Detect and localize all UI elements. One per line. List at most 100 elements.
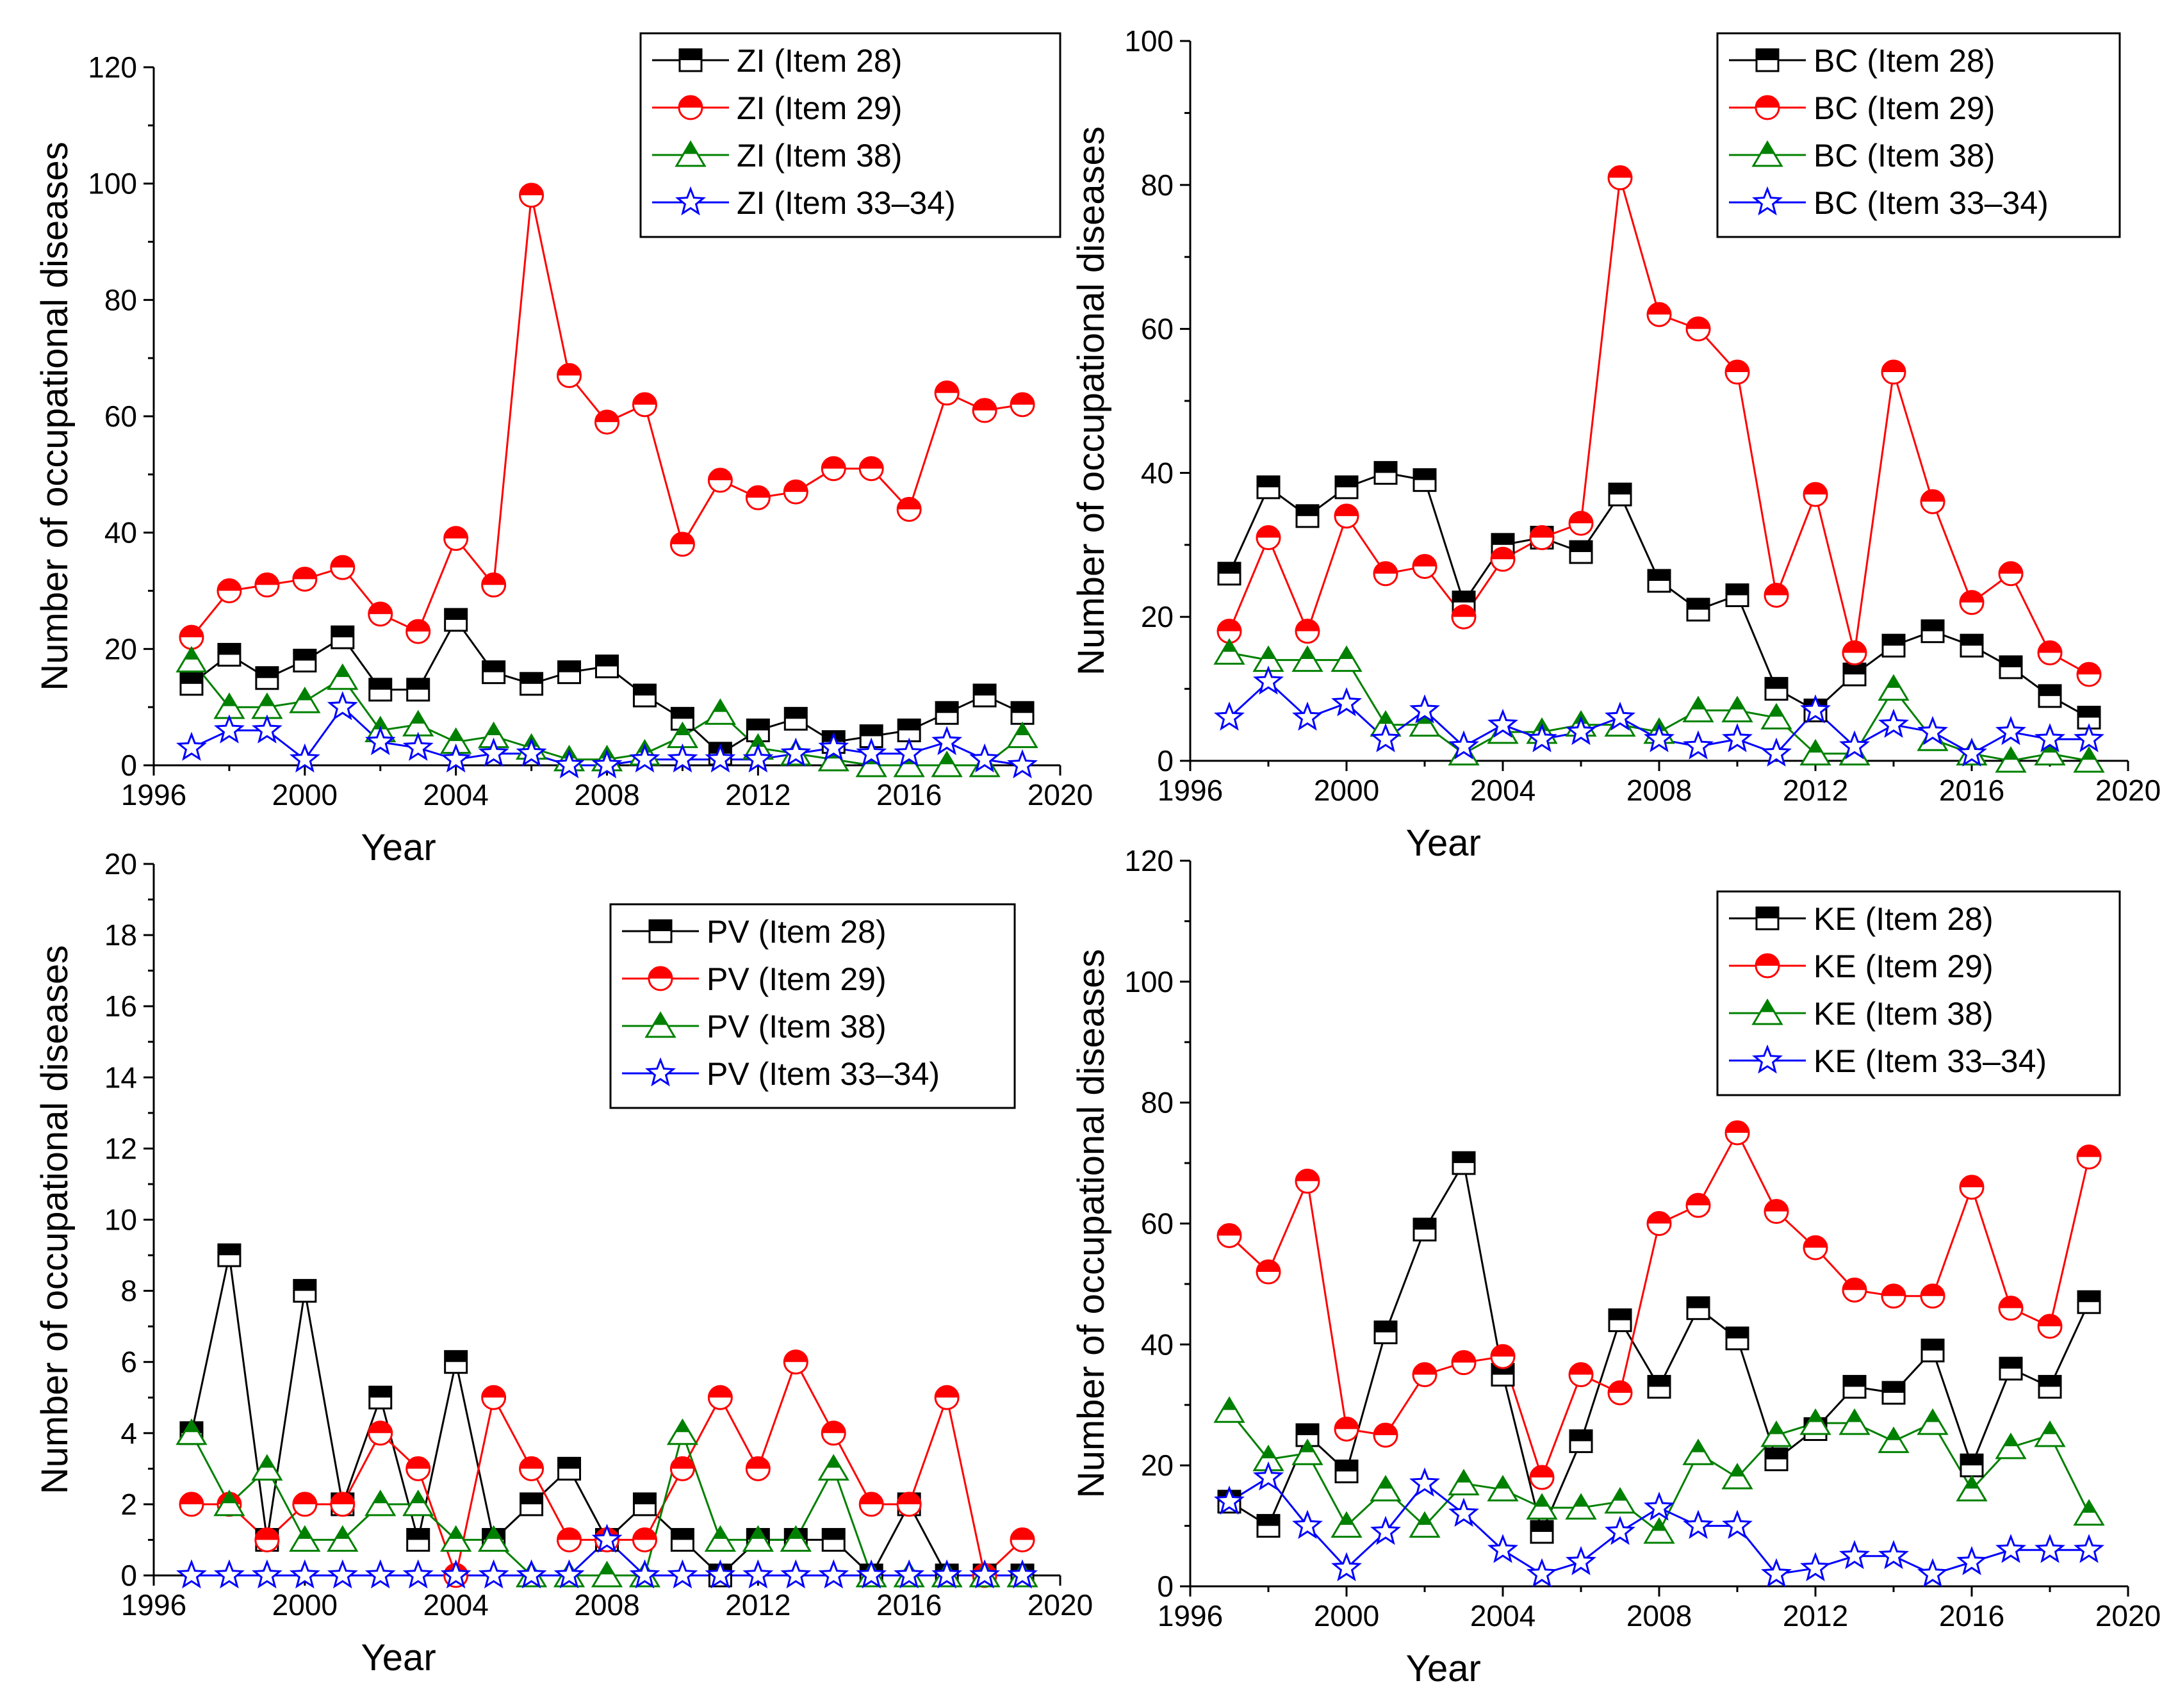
data-point-fill	[2004, 748, 2018, 760]
data-point-fill	[973, 398, 997, 411]
data-point-fill	[897, 1492, 921, 1504]
data-point	[818, 731, 849, 761]
y-tick-label: 4	[120, 1417, 137, 1450]
data-point-fill	[1297, 1424, 1318, 1435]
data-point	[251, 1559, 283, 1589]
x-tick-label: 2000	[272, 1588, 338, 1622]
x-tick-label: 2004	[1470, 774, 1536, 807]
data-point	[1605, 701, 1635, 731]
data-point-fill	[293, 1280, 316, 1291]
data-point	[1878, 708, 1909, 738]
data-point	[213, 714, 245, 744]
data-point-fill	[1648, 303, 1671, 315]
y-tick-label: 120	[1124, 844, 1174, 877]
y-tick-label: 20	[104, 632, 137, 665]
x-tick-label: 2004	[423, 1588, 488, 1622]
legend-label: PV (Item 28)	[707, 914, 887, 950]
data-point-fill	[520, 183, 543, 195]
y-tick-label: 40	[1141, 456, 1174, 489]
data-point	[894, 1559, 925, 1589]
data-point	[1292, 701, 1323, 731]
data-point-fill	[1457, 1470, 1471, 1483]
data-point	[1956, 737, 1987, 767]
data-point-fill	[595, 411, 619, 423]
legend-item: KE (Item 28)	[1729, 901, 1994, 937]
data-point-fill	[255, 1528, 279, 1540]
data-point-fill	[520, 672, 543, 684]
data-point	[327, 1525, 359, 1552]
data-point	[1331, 1552, 1362, 1582]
data-point-fill	[1569, 1363, 1593, 1375]
data-point-fill	[1335, 1417, 1358, 1429]
data-point-fill	[1804, 1236, 1827, 1248]
data-point-fill	[1257, 476, 1279, 487]
series-markers-3	[176, 1524, 1038, 1589]
data-point-fill	[1765, 678, 1787, 689]
data-point-fill	[708, 1386, 732, 1398]
legend-marker-fill	[1760, 142, 1774, 154]
data-point-fill	[1379, 712, 1393, 724]
legend: KE (Item 28) KE (Item 29) KE (Item 38) KE (…	[1716, 890, 2121, 1096]
data-point-fill	[1843, 1278, 1866, 1290]
data-point-fill	[2043, 1422, 2057, 1435]
x-tick-label: 2004	[1470, 1599, 1536, 1632]
data-point-fill	[184, 647, 199, 660]
data-point-fill	[444, 526, 468, 539]
y-tick-label: 80	[104, 283, 137, 316]
x-tick-label: 2008	[574, 778, 639, 811]
legend-marker-fill	[1757, 907, 1778, 918]
data-point-fill	[2077, 663, 2101, 675]
data-point-fill	[1648, 570, 1670, 581]
data-point-fill	[1921, 490, 1944, 502]
data-point-fill	[1687, 1194, 1710, 1206]
y-tick-label: 100	[1124, 24, 1174, 58]
data-point	[213, 1489, 245, 1517]
legend-marker	[644, 1011, 676, 1038]
y-tick-label: 20	[104, 847, 137, 881]
data-point	[364, 1489, 397, 1517]
data-point-fill	[789, 1527, 803, 1539]
data-point	[667, 743, 698, 773]
data-point-fill	[633, 1528, 657, 1540]
series-markers-3	[1214, 665, 2104, 767]
data-point	[289, 1559, 320, 1589]
data-point	[894, 737, 925, 767]
legend-item: KE (Item 29)	[1729, 948, 1994, 984]
y-tick-label: 60	[1141, 1207, 1174, 1240]
data-point-fill	[1300, 647, 1314, 660]
x-tick-label: 2020	[1028, 1588, 1093, 1622]
data-point-fill	[2039, 685, 2061, 696]
data-point-fill	[1570, 1430, 1592, 1442]
y-tick-label: 10	[104, 1203, 137, 1237]
data-point-fill	[293, 649, 316, 661]
y-tick-label: 80	[1141, 168, 1174, 202]
data-point	[969, 743, 1001, 773]
series-markers-1	[1216, 1120, 2102, 1490]
data-point	[856, 1559, 887, 1589]
data-point-fill	[1569, 512, 1593, 524]
data-point-fill	[897, 498, 921, 510]
data-point-fill	[1296, 619, 1319, 631]
data-point-fill	[407, 678, 429, 690]
data-point-fill	[1999, 562, 2022, 574]
data-point-fill	[1453, 1152, 1475, 1164]
legend-marker-fill	[1756, 954, 1779, 966]
data-point	[213, 1559, 245, 1589]
legend-marker	[1751, 140, 1783, 167]
data-point-fill	[1609, 1309, 1631, 1321]
data-point	[742, 743, 774, 773]
data-point-fill	[1691, 1440, 1705, 1452]
data-point-fill	[2082, 748, 2096, 760]
data-point	[553, 749, 585, 779]
data-point	[1409, 694, 1440, 724]
data-point-fill	[1808, 740, 1822, 753]
data-point-fill	[671, 708, 694, 719]
data-point-fill	[557, 1528, 581, 1540]
data-point	[591, 1524, 623, 1553]
data-point	[1722, 723, 1753, 752]
data-point	[1566, 1546, 1596, 1575]
data-point-fill	[1379, 1476, 1393, 1489]
data-point-fill	[671, 532, 694, 544]
data-point	[629, 743, 660, 773]
data-point-fill	[1339, 647, 1354, 660]
